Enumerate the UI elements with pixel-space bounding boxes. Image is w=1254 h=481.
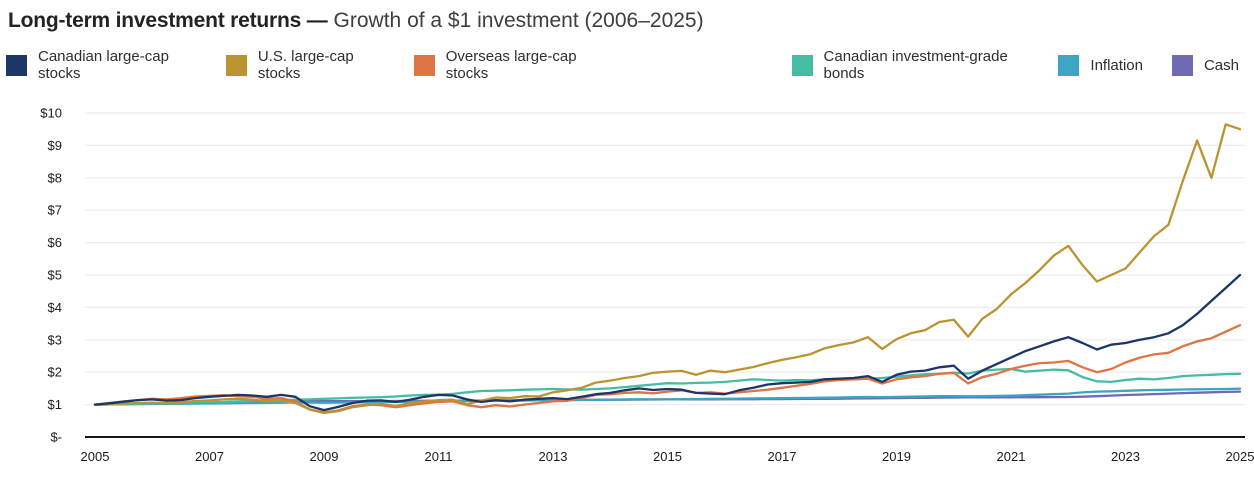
y-tick-label: $2 — [48, 365, 62, 380]
y-tick-label: $3 — [48, 332, 62, 347]
legend-item-2: Overseas large-cap stocks — [413, 48, 605, 82]
chart-area: $- $1 $2 $3 $4 $5 $6 $7 $8 $9 $10 2005 2007 2009 2011 2… — [0, 88, 1254, 476]
y-tick-label: $8 — [48, 170, 62, 185]
x-tick-label: 2021 — [997, 449, 1026, 464]
y-tick-label: $9 — [48, 138, 62, 153]
x-tick-label: 2007 — [195, 449, 224, 464]
legend-swatch-icon — [225, 54, 247, 76]
chart-svg: $- $1 $2 $3 $4 $5 $6 $7 $8 $9 $10 2005 2007 2009 2011 2… — [40, 106, 1254, 465]
legend-label: Canadian investment-grade bonds — [823, 48, 1008, 82]
legend-label: U.S. large-cap stocks — [257, 48, 354, 82]
y-tick-label: $6 — [48, 235, 62, 250]
y-tick-label: $1 — [48, 397, 62, 412]
legend-label: Cash — [1203, 56, 1239, 74]
x-tick-label: 2013 — [539, 449, 568, 464]
legend-label: Canadian large-cap stocks — [38, 48, 169, 82]
legend-item-1: U.S. large-cap stocks — [225, 48, 385, 82]
chart-legend: Canadian large-cap stocks U.S. large-cap … — [6, 48, 1254, 82]
legend-label: Overseas large-cap stocks — [445, 48, 577, 82]
chart-title-bold: Long-term investment returns — — [8, 9, 328, 32]
y-tick-label: $4 — [48, 300, 62, 315]
legend-swatch-icon — [1171, 54, 1193, 76]
y-tick-label: $7 — [48, 203, 62, 218]
legend-swatch-icon — [413, 54, 435, 76]
x-tick-label: 2009 — [310, 449, 339, 464]
y-tick-label: $10 — [40, 106, 62, 121]
x-tick-label: 2015 — [653, 449, 682, 464]
series-line-overseas-large-cap-stocks — [93, 324, 1242, 414]
legend-swatch-icon — [791, 54, 813, 76]
y-tick-label: $- — [50, 430, 62, 445]
chart-title: Long-term investment returns — Growth of … — [0, 0, 1254, 34]
x-tick-label: 2017 — [768, 449, 797, 464]
legend-item-4: Inflation — [1058, 54, 1143, 76]
series-line-u-s-large-cap-stocks — [93, 123, 1242, 415]
legend-item-0: Canadian large-cap stocks — [6, 48, 197, 82]
legend-swatch-icon — [1058, 54, 1080, 76]
x-tick-label: 2011 — [425, 449, 453, 464]
x-tick-label: 2019 — [882, 449, 911, 464]
legend-label: Inflation — [1090, 56, 1143, 74]
x-tick-label: 2005 — [81, 449, 110, 464]
legend-item-3: Canadian investment-grade bonds — [791, 48, 1030, 82]
x-tick-label: 2023 — [1111, 449, 1140, 464]
chart-title-subtitle: Growth of a $1 investment (2006–2025) — [333, 9, 704, 32]
legend-swatch-icon — [6, 54, 27, 76]
legend-item-5: Cash — [1171, 54, 1239, 76]
x-tick-label: 2025 — [1226, 449, 1254, 464]
y-tick-label: $5 — [48, 268, 62, 283]
series-line-canadian-large-cap-stocks — [93, 273, 1242, 412]
